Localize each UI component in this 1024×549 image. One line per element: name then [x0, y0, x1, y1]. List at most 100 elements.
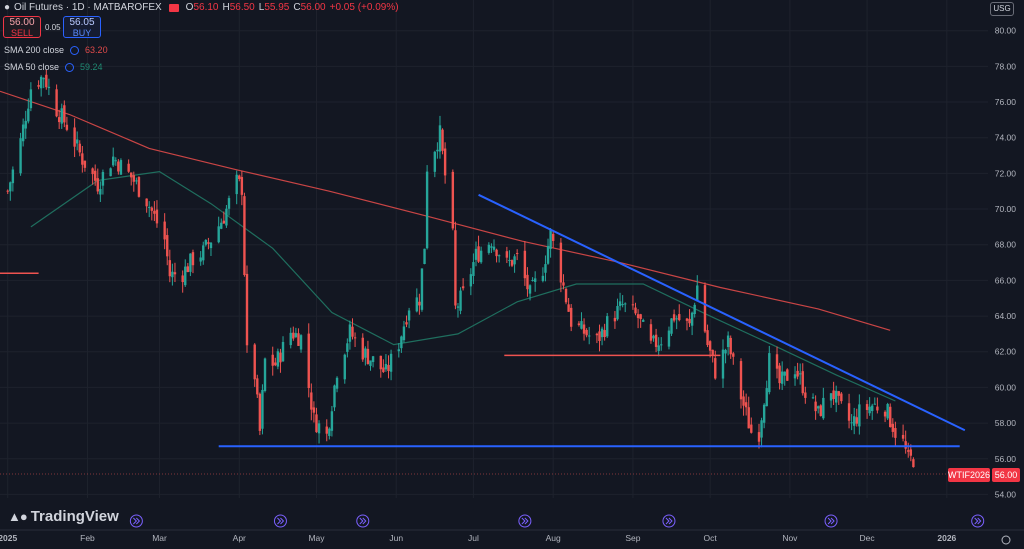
- price-axis[interactable]: 80.00 78.00 76.00 74.00 72.00 70.00 68.00 66.00…: [995, 26, 1017, 500]
- candle-body: [497, 255, 501, 257]
- candle: [562, 274, 565, 290]
- candle-body: [454, 230, 457, 306]
- candle-body: [639, 314, 642, 319]
- candle: [706, 324, 709, 348]
- candle-body: [456, 306, 460, 308]
- candle-body: [145, 198, 148, 207]
- candle: [742, 390, 745, 416]
- candle: [775, 346, 779, 379]
- candle: [225, 205, 228, 228]
- candle: [47, 78, 51, 96]
- candle: [649, 319, 653, 344]
- candle-body: [762, 404, 766, 423]
- candle-body: [137, 177, 141, 197]
- ohlc-open: O56.10: [185, 2, 219, 13]
- candle-body: [765, 388, 768, 407]
- ohlc-close: C56.00: [293, 2, 326, 13]
- eye-icon[interactable]: [70, 45, 80, 55]
- candle-body: [474, 248, 478, 260]
- candle-body: [834, 390, 838, 403]
- candle-body: [199, 257, 202, 262]
- candle: [132, 171, 135, 192]
- candle: [405, 315, 408, 328]
- candle: [276, 348, 280, 370]
- candle-body: [657, 345, 660, 351]
- y-tick-label: 72.00: [995, 168, 1017, 178]
- candle-body: [459, 290, 462, 311]
- x-tick-label: Feb: [80, 533, 95, 543]
- candle: [528, 284, 532, 301]
- candle: [840, 392, 843, 404]
- x-tick-label: Sep: [625, 533, 640, 543]
- candle-body: [297, 333, 300, 346]
- currency-button[interactable]: USG: [990, 2, 1014, 16]
- candle: [315, 407, 318, 433]
- candle-body: [634, 307, 637, 314]
- sell-button[interactable]: 56.00 SELL: [3, 16, 41, 38]
- candle: [724, 348, 727, 364]
- candle: [901, 424, 905, 442]
- tradingview-logo[interactable]: ▲● TradingView: [8, 508, 119, 525]
- buy-button[interactable]: 56.05 BUY: [63, 16, 101, 38]
- candle-body: [114, 160, 117, 162]
- candle-body: [886, 404, 889, 419]
- candle: [222, 211, 226, 224]
- symbol-title[interactable]: Oil Futures · 1D · MATBAROFEX: [14, 2, 162, 13]
- candle: [379, 355, 382, 378]
- eye-icon[interactable]: [65, 62, 75, 72]
- candle: [220, 218, 223, 230]
- candle: [292, 326, 295, 341]
- drawn-lines[interactable]: [0, 193, 966, 448]
- settings-icon[interactable]: [1001, 535, 1011, 545]
- candle-body: [798, 373, 802, 375]
- candle-body: [261, 389, 264, 429]
- candle: [497, 254, 501, 263]
- candle: [639, 313, 642, 328]
- descending-trendline[interactable]: [478, 193, 966, 432]
- candle: [343, 353, 346, 384]
- candle-body: [387, 365, 390, 371]
- event-marker-icon: [824, 514, 838, 528]
- candle-body: [855, 417, 858, 424]
- candle: [569, 304, 573, 332]
- indicator-sma200[interactable]: SMA 200 close 63.20: [4, 45, 108, 55]
- candle: [912, 457, 915, 468]
- candle-body: [894, 428, 897, 438]
- candle: [204, 239, 208, 247]
- event-marker-icon: [356, 514, 370, 528]
- candle: [389, 349, 393, 381]
- candle: [667, 326, 671, 350]
- time-axis[interactable]: 2025 Feb Mar Apr May Jun Jul Aug Sep Oct Nov Dec 202…: [0, 529, 1024, 545]
- candle-body: [163, 221, 166, 240]
- candle-body: [490, 246, 493, 248]
- candle: [9, 181, 12, 201]
- candle: [603, 323, 606, 341]
- candle-body: [238, 175, 241, 180]
- candle: [889, 403, 892, 428]
- ticker-label: WTIF2026: [948, 468, 991, 482]
- candle: [853, 407, 856, 435]
- candle-body: [333, 385, 336, 408]
- candle-body: [652, 335, 655, 339]
- y-tick-label: 68.00: [995, 240, 1017, 250]
- candle-body: [45, 74, 48, 88]
- x-tick-label: Dec: [860, 533, 876, 543]
- candle-body: [438, 125, 442, 152]
- candle-body: [81, 153, 84, 165]
- candle-body: [299, 335, 303, 350]
- candle-body: [217, 226, 220, 243]
- candle: [21, 118, 25, 147]
- flag-icon: [168, 3, 179, 12]
- candle: [801, 363, 804, 396]
- candle: [137, 176, 141, 198]
- y-tick-label: 56.00: [995, 454, 1017, 464]
- candle: [150, 206, 154, 221]
- candle-body: [541, 275, 545, 281]
- candle-body: [78, 143, 81, 153]
- candle-body: [642, 319, 645, 322]
- candle-body: [189, 253, 192, 272]
- candle: [564, 287, 568, 305]
- indicator-sma50[interactable]: SMA 50 close 59.24: [4, 62, 103, 72]
- candle: [642, 318, 645, 323]
